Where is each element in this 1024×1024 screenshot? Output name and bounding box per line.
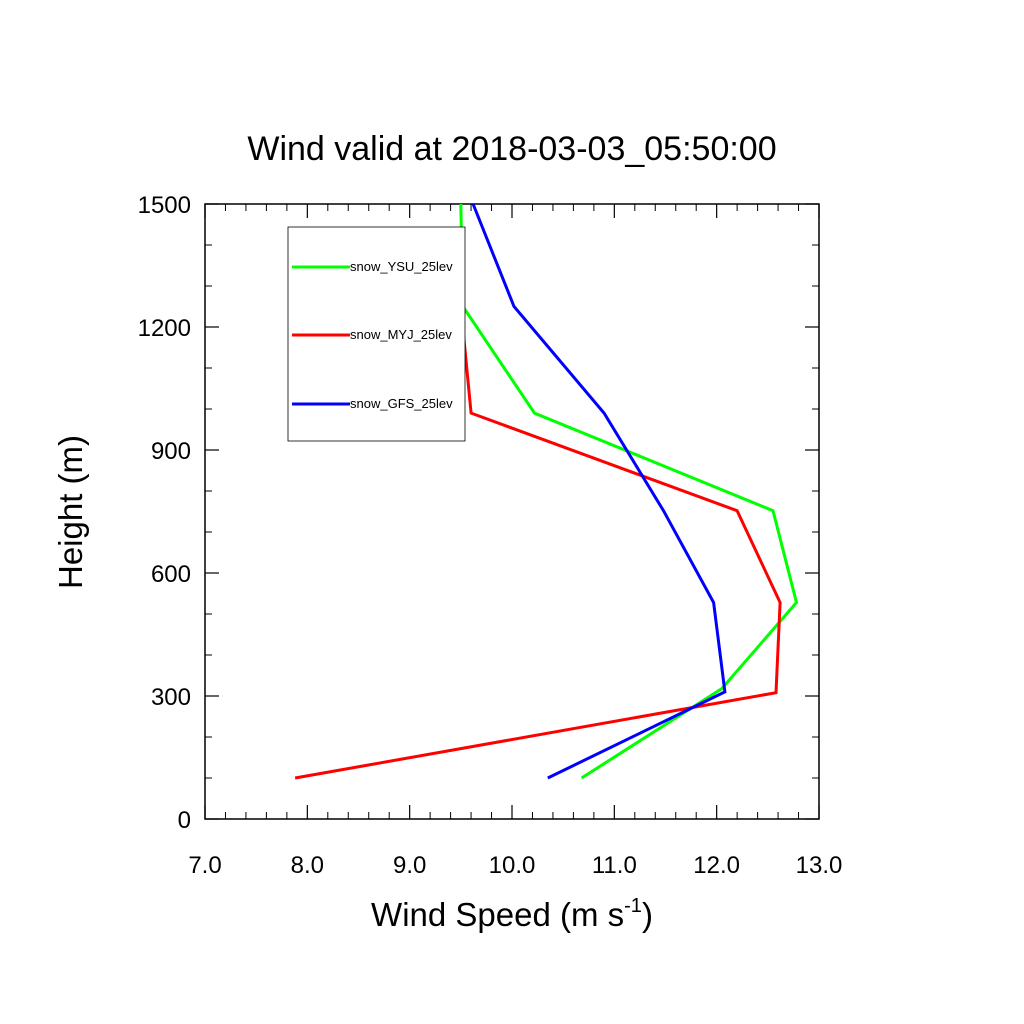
x-tick-label: 12.0 [693,852,740,879]
y-tick-label: 600 [151,561,191,588]
series-line-snow_GFS_25lev [471,203,727,780]
x-axis-label: Wind Speed (m s-1) [371,895,653,933]
legend-label: snow_GFS_25lev [350,396,453,411]
chart-title: Wind valid at 2018-03-03_05:50:00 [247,130,776,168]
legend: snow_YSU_25lev snow_MYJ_25lev snow_GFS_25l… [287,226,466,442]
legend-label: snow_MYJ_25lev [350,327,452,342]
x-axis-label-suffix: ) [642,896,653,933]
y-tick-label: 1500 [138,192,191,219]
legend-label: snow_YSU_25lev [350,259,453,274]
x-tick-label: 13.0 [796,852,843,879]
x-tick-label: 10.0 [489,852,536,879]
x-axis-label-main: Wind Speed (m s [371,896,624,933]
x-tick-label: 8.0 [291,852,324,879]
y-tick-label: 900 [151,438,191,465]
y-tick-label: 0 [178,807,191,834]
x-tick-label: 11.0 [592,852,637,879]
plot-axes: 7.0 8.0 9.0 10.0 11.0 12.0 13.0 0 300 600 900 1200 1… [138,192,843,879]
x-tick-label: 9.0 [393,852,426,879]
series-line-snow_YSU_25lev [459,203,799,780]
y-axis-label: Height (m) [52,435,89,589]
x-axis-label-superscript: -1 [624,895,642,917]
y-tick-label: 300 [151,684,191,711]
x-tick-label: 7.0 [188,852,221,879]
y-tick-label: 1200 [138,315,191,342]
